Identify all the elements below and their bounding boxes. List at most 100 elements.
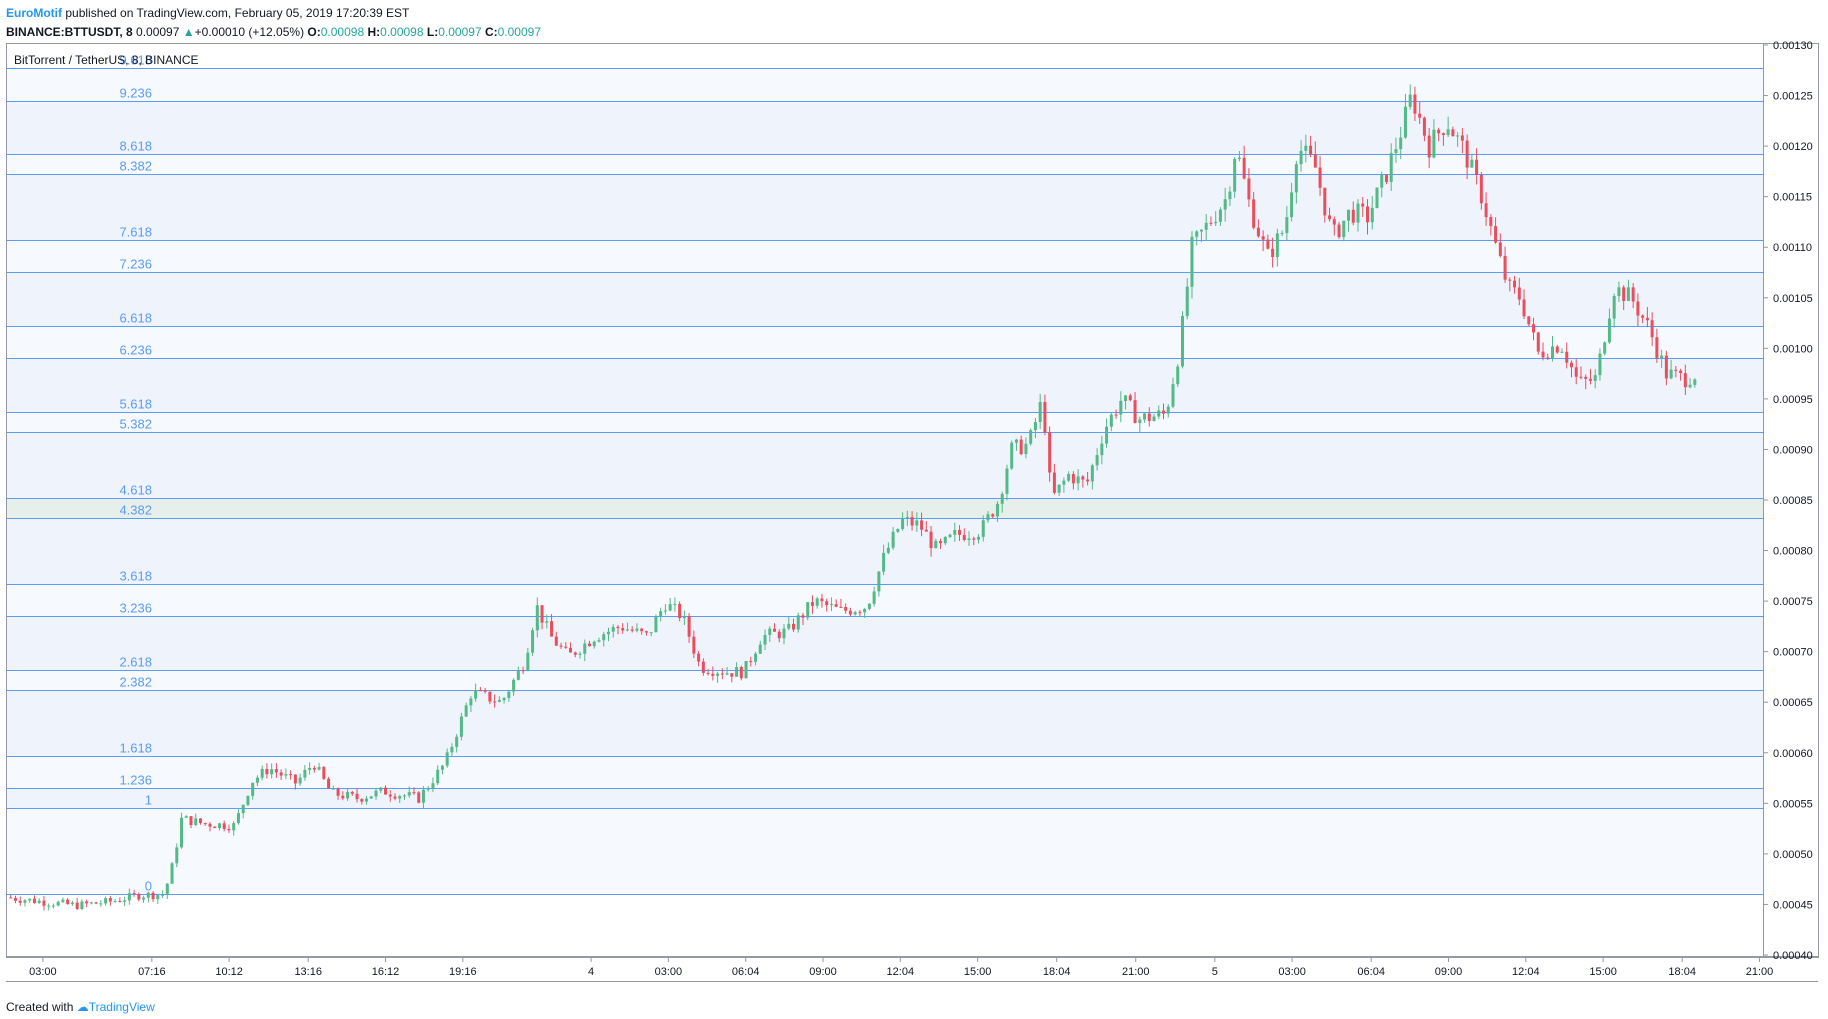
candle [1309,135,1313,158]
candle [592,640,596,649]
candle [1370,196,1374,230]
candle-body [1527,316,1531,325]
candle [1607,308,1611,344]
candle [948,533,952,539]
candle-body [1280,233,1284,235]
candle-body [583,643,587,654]
x-tick-label: 21:00 [1122,966,1150,978]
candle [939,538,943,550]
tradingview-brand[interactable]: TradingView [88,1000,155,1014]
candle [1498,233,1502,258]
candle [180,812,184,849]
candle-body [241,804,245,814]
candle-body [606,631,610,635]
candle [1522,289,1526,319]
candle [635,623,639,633]
candle-body [1584,376,1588,379]
candle-body [564,646,568,648]
candle [360,798,364,805]
candle-body [1223,199,1227,210]
candle [1299,140,1303,172]
candle-body [853,612,857,615]
candle [1076,469,1080,491]
candle-body [967,538,971,540]
candle [1508,277,1512,292]
candle-body [1645,317,1649,321]
candle [882,544,886,576]
fib-label: 3.618 [119,569,152,584]
candle [455,734,459,753]
candle [1057,484,1061,497]
candle [450,743,454,757]
candle [379,786,383,794]
candle [1650,312,1654,346]
candle [507,689,511,702]
candle-body [13,897,17,901]
candle [545,614,549,629]
candle-body [1323,187,1327,216]
x-tick-label: 03:00 [655,966,683,978]
candle-body [436,769,440,784]
candle-body [554,636,558,646]
candle [203,822,207,826]
y-tick-label: 0.00095 [1773,394,1813,406]
candle [355,788,359,803]
x-tick-label: 03:00 [1278,966,1306,978]
candle-body [587,643,591,647]
candle [1233,157,1237,198]
candle [365,796,369,805]
x-tick-label: 21:00 [1746,966,1774,978]
candle [1365,199,1369,235]
candle-body [459,716,463,737]
created-with-text: Created with [6,1000,74,1014]
candle-body [1536,332,1540,352]
candle [815,596,819,609]
candle-body [1475,159,1479,175]
candle-body [1598,353,1602,376]
candle-body [260,768,264,778]
candle [791,618,795,632]
candle-body [1152,416,1156,421]
candle [1669,359,1673,380]
author-link[interactable]: EuroMotif [6,6,62,20]
price-change: +0.00010 (+12.05%) [194,25,305,39]
tradingview-logo-icon[interactable]: ☁ [76,1000,89,1014]
x-tick-label: 09:00 [1435,966,1463,978]
candle [1081,475,1085,488]
candle-body [1143,413,1147,420]
candle [289,770,293,780]
candle-body [1133,400,1137,424]
candle-body [274,769,278,773]
candle-body [246,795,250,805]
chart-frame [6,43,1819,982]
candle-body [293,774,297,784]
candle-body [754,653,758,662]
candle [464,702,468,718]
candle [213,825,217,829]
candle [293,774,297,790]
candle [1489,214,1493,236]
candle [1541,342,1545,361]
candle [1555,344,1559,354]
up-arrow-icon: ▲ [182,25,195,39]
candle-body [934,541,938,549]
candle [1218,207,1222,227]
candle-body [127,893,131,901]
candle-body [815,598,819,606]
published-text: published on TradingView.com, February 0… [65,6,410,20]
candle-body [284,774,288,776]
candle-body [1256,227,1260,237]
candle-body [1195,231,1199,237]
candle [1304,134,1308,163]
candle [526,647,530,672]
candle-body [1361,203,1365,207]
candle-body [1261,236,1265,240]
candle [175,843,179,868]
candle-body [488,691,492,702]
candle-body [1214,221,1218,224]
candle-body [142,897,146,900]
candle-body [66,899,70,905]
candle-body [915,520,919,526]
candle-body [478,690,482,692]
